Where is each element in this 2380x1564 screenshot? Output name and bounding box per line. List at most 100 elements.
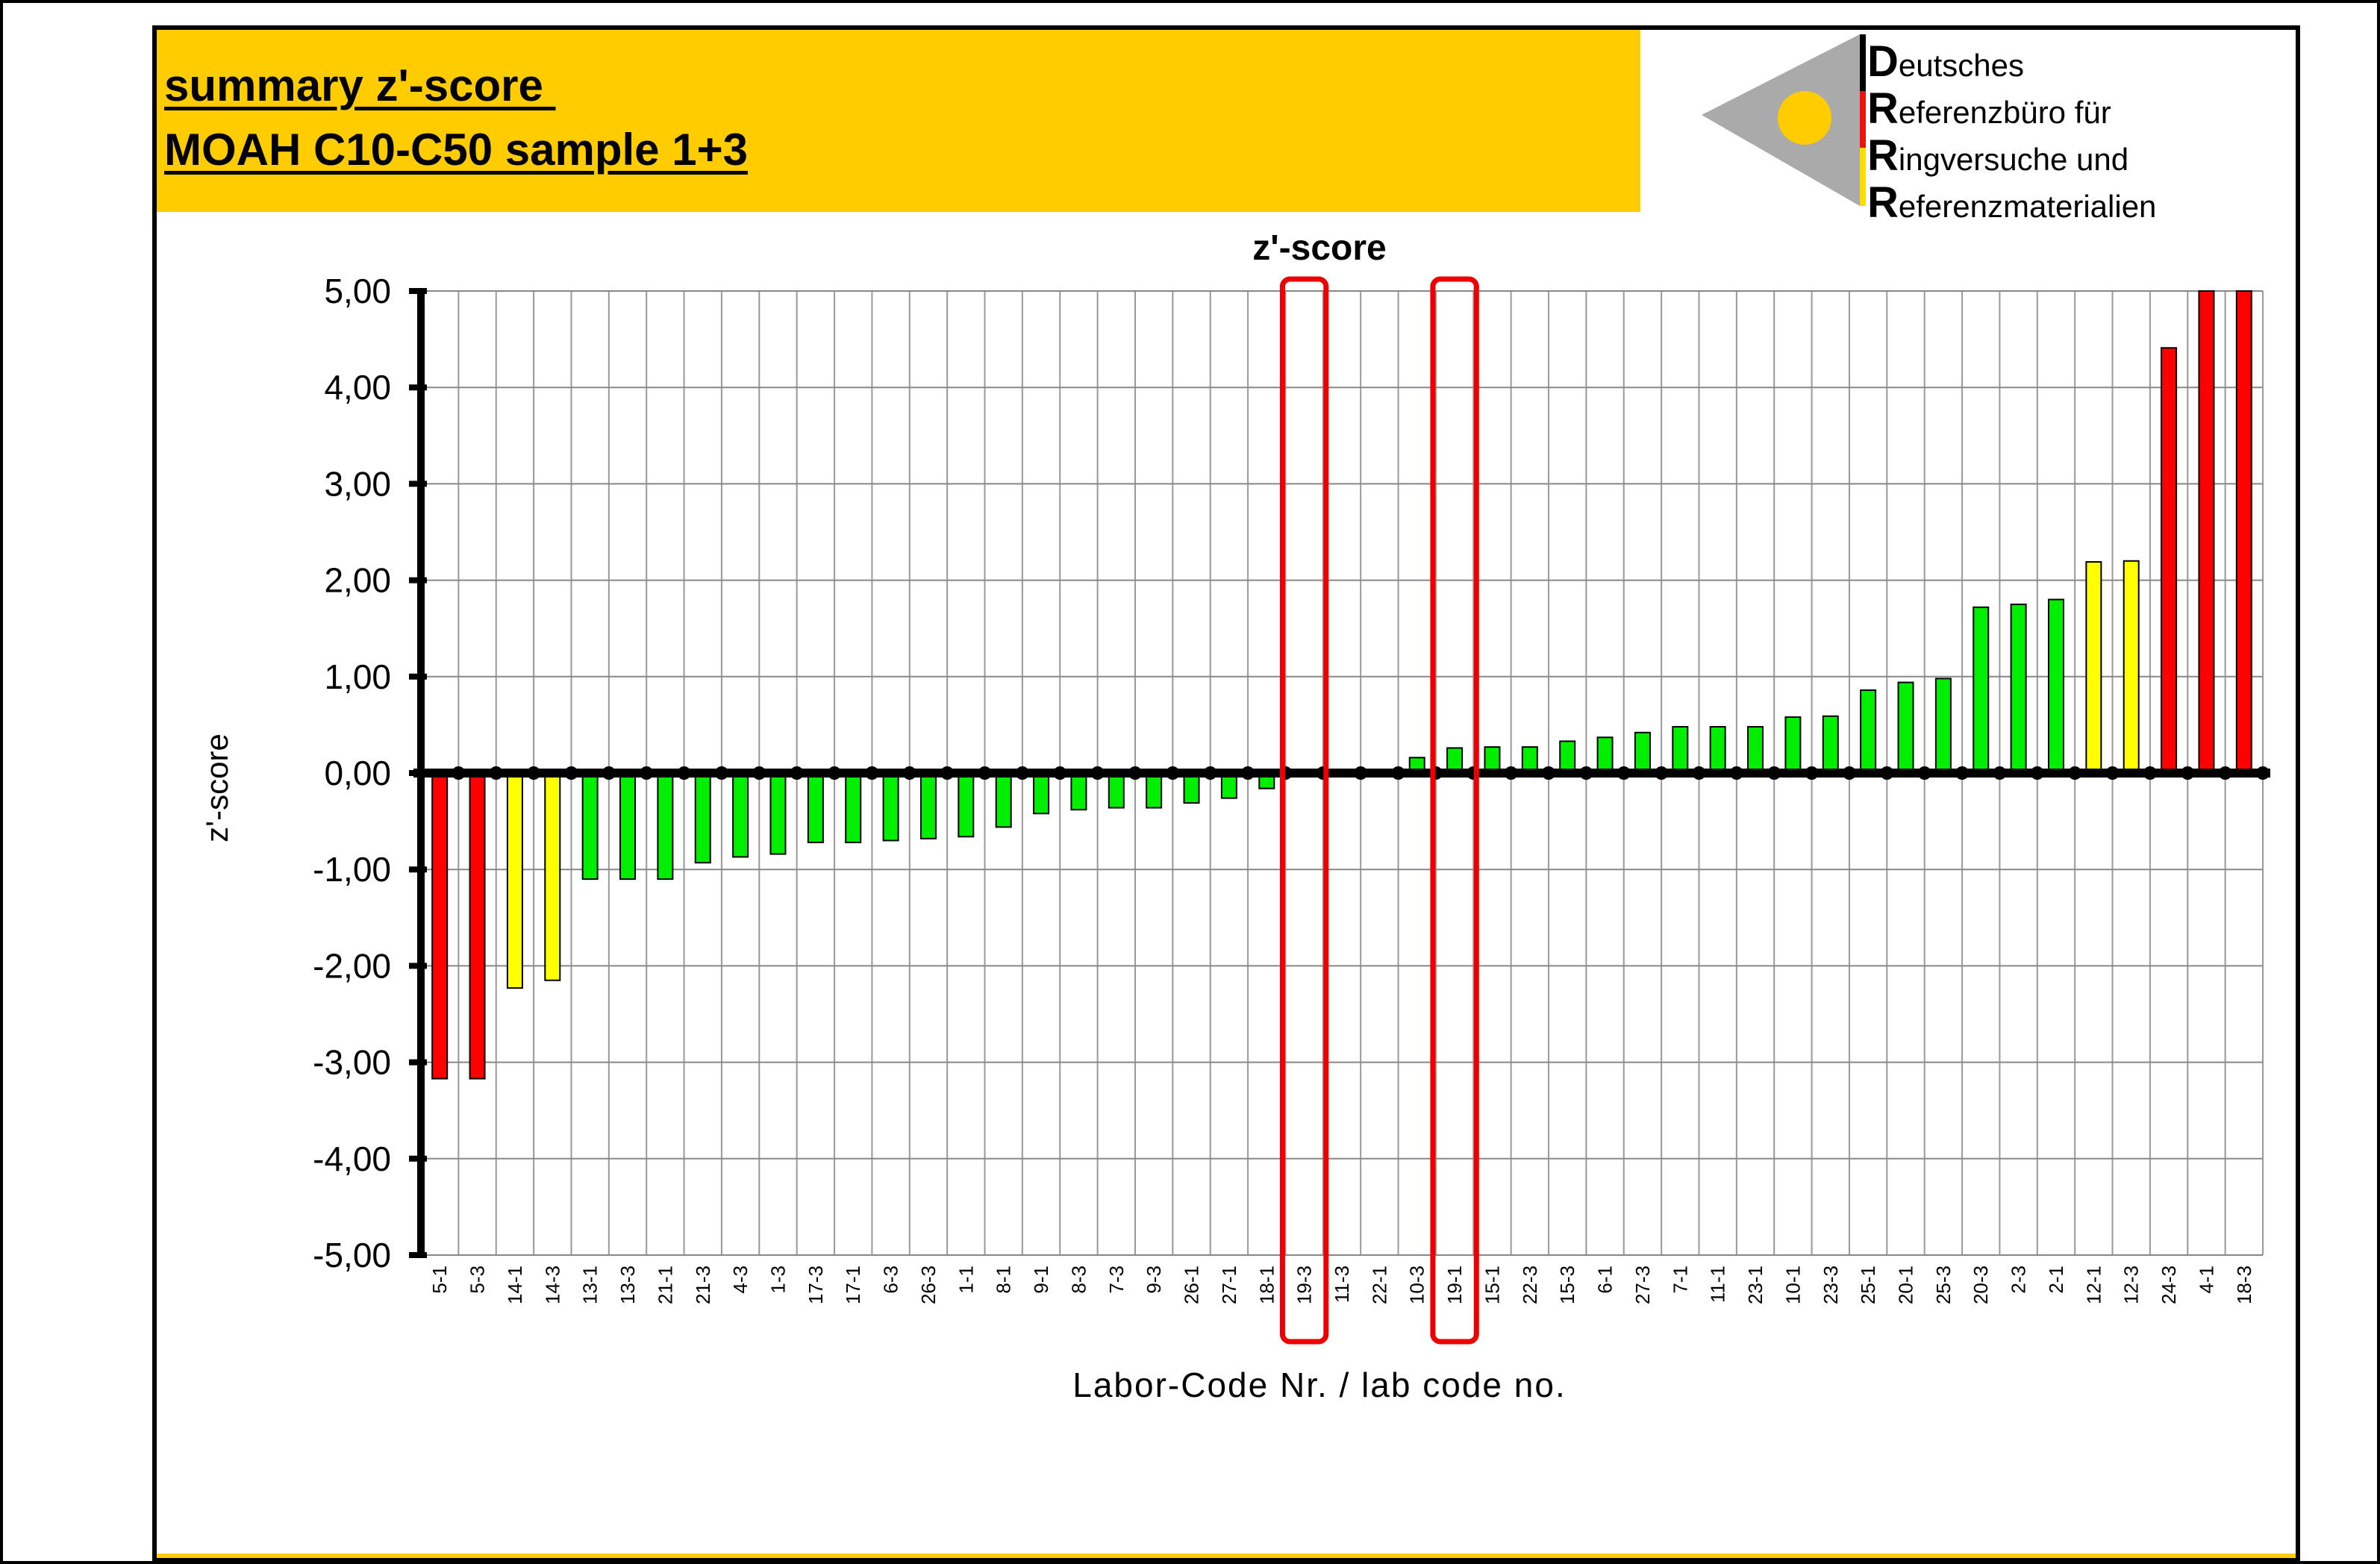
zero-line-marker [1053,766,1067,780]
slide: summary z'-score MOAH C10-C50 sample 1+3… [152,25,2300,1563]
bar-25-1 [1860,689,1877,774]
zero-line-marker [1917,766,1931,780]
x-tick-label: 6-3 [880,1266,902,1294]
x-tick-label: 2-1 [2045,1266,2067,1294]
x-tick-label: 11-3 [1331,1266,1353,1303]
bar-6-1 [1596,736,1614,774]
x-tick-label: 27-1 [1218,1266,1240,1304]
zero-line-marker [677,766,691,780]
x-tick-label: 5-3 [466,1266,489,1294]
y-tick-label: 1,00 [324,657,391,696]
zero-line-marker [489,766,503,780]
bar-12-3 [2123,560,2140,774]
x-tick-label: 17-1 [842,1266,864,1304]
bar-4-3 [732,772,749,858]
logo-line-1: Deutsches [1867,37,2024,86]
bar-21-1 [657,772,674,880]
zero-line-marker [1692,766,1706,780]
x-tick-label: 6-1 [1594,1266,1617,1294]
x-tick-label: 23-3 [1820,1266,1842,1304]
x-tick-label: 7-3 [1105,1266,1128,1294]
zero-line-marker [1579,766,1593,780]
logo-flag-black [1860,34,1866,91]
y-tick-label: 4,00 [324,368,391,407]
bar-23-3 [1822,715,1839,774]
zero-line-marker [1504,766,1518,780]
y-tick-label: -5,00 [313,1236,391,1274]
x-tick-label: 8-1 [993,1266,1015,1294]
x-tick-label: 25-1 [1857,1266,1879,1304]
y-tick-label: -3,00 [313,1043,391,1082]
zero-line-marker [1241,766,1255,780]
zero-line-marker [2143,766,2157,780]
zero-line-marker [1166,766,1180,780]
bar-12-1 [2085,561,2102,774]
zero-line-marker [828,766,842,780]
bar-2-1 [2047,598,2064,774]
bar-8-3 [1070,772,1087,811]
zero-line-marker [1128,766,1142,780]
zero-line-marker [940,766,955,780]
y-tick-label: -1,00 [313,850,391,889]
x-tick-label: 1-3 [766,1266,789,1294]
bar-7-3 [1108,772,1125,809]
y-tick-label: -2,00 [313,946,391,985]
zero-line-marker [1617,766,1631,780]
x-tick-label: 14-3 [541,1266,563,1304]
logo-text: Deutsches Referenzbüro für Ringversuche … [1867,40,2156,228]
highlight-box-19-3 [1279,276,1329,1345]
zero-line-marker [452,766,466,780]
y-axis-label: z'-score [199,733,234,842]
zscore-chart: 5,00 4,00 3,00 2,00 1,00 0,00 -1,00 -2,00 -3,00 -… [199,228,2270,1404]
bottom-accent-line [157,1554,2296,1558]
bar-17-3 [807,772,824,844]
zero-line-marker [978,766,992,780]
x-tick-label: 22-1 [1368,1266,1390,1304]
zero-line-marker [1993,766,2007,780]
x-tick-label: 15-1 [1481,1266,1503,1304]
logo-flag-gold [1860,148,1866,206]
zero-line-marker [1391,766,1405,780]
bar-24-3 [2161,347,2178,774]
x-tick-label: 15-3 [1556,1266,1578,1304]
x-tick-label: 23-1 [1744,1266,1767,1304]
zero-line-marker [1729,766,1743,780]
bar-11-1 [1709,725,1726,775]
x-tick-label: 10-3 [1406,1266,1428,1304]
x-tick-label: 18-1 [1255,1266,1278,1304]
y-tick-label: 3,00 [324,464,391,503]
zero-line-marker [527,766,541,780]
bar-13-3 [619,772,637,880]
x-tick-label: 9-1 [1030,1266,1052,1294]
bar-2-3 [2010,603,2027,775]
logo-line-2: Referenzbüro für [1867,84,2111,133]
bar-25-3 [1934,678,1952,774]
zero-line-marker [602,766,616,780]
zero-line-marker [1542,766,1556,780]
y-tick-label: 0,00 [324,754,391,792]
chart-title: z'-score [1252,228,1386,268]
x-tick-label: 12-1 [2082,1266,2105,1304]
x-tick-label: 13-1 [579,1266,602,1304]
bar-9-1 [1033,772,1050,815]
zero-line-marker [2105,766,2120,780]
x-tick-label: 22-3 [1519,1266,1541,1304]
x-tick-label: 11-1 [1707,1266,1729,1303]
zero-line-marker [902,766,916,780]
x-tick-label: 24-3 [2158,1266,2180,1304]
bar-1-1 [958,772,975,838]
zero-line-marker [1767,766,1781,780]
zero-line-marker [1955,766,1970,780]
x-tick-label: 1-1 [955,1266,977,1294]
zero-line-marker [1203,766,1217,780]
x-tick-label: 7-1 [1669,1266,1691,1294]
zero-line-marker [2181,766,2195,780]
bar-18-3 [2235,290,2252,774]
highlight-box-19-1 [1430,276,1479,1345]
bar-7-1 [1672,725,1689,775]
bar-15-3 [1559,740,1576,775]
page-title-line-1: summary z'-score [164,60,556,110]
bar-5-1 [431,772,449,1080]
bar-10-1 [1784,716,1802,775]
zero-line-marker [1880,766,1894,780]
